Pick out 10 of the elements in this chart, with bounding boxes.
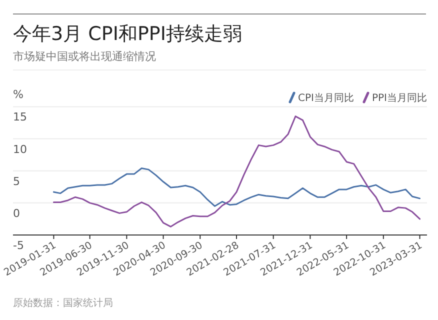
chart-title: 今年3月 CPI和PPI持续走弱: [13, 23, 242, 45]
legend-label: CPI当月同比: [298, 92, 354, 104]
y-axis-title: %: [13, 88, 24, 101]
y-tick-label: 10: [13, 142, 27, 156]
y-tick-label: 0: [13, 206, 20, 220]
legend-label: PPI当月同比: [372, 92, 427, 104]
text: 原始数据：国家统计局: [13, 297, 113, 309]
y-tick-label: 15: [13, 110, 27, 124]
chart-subtitle: 市场疑中国或将出现通缩情况: [13, 50, 156, 63]
y-tick-label: 5: [13, 174, 20, 188]
